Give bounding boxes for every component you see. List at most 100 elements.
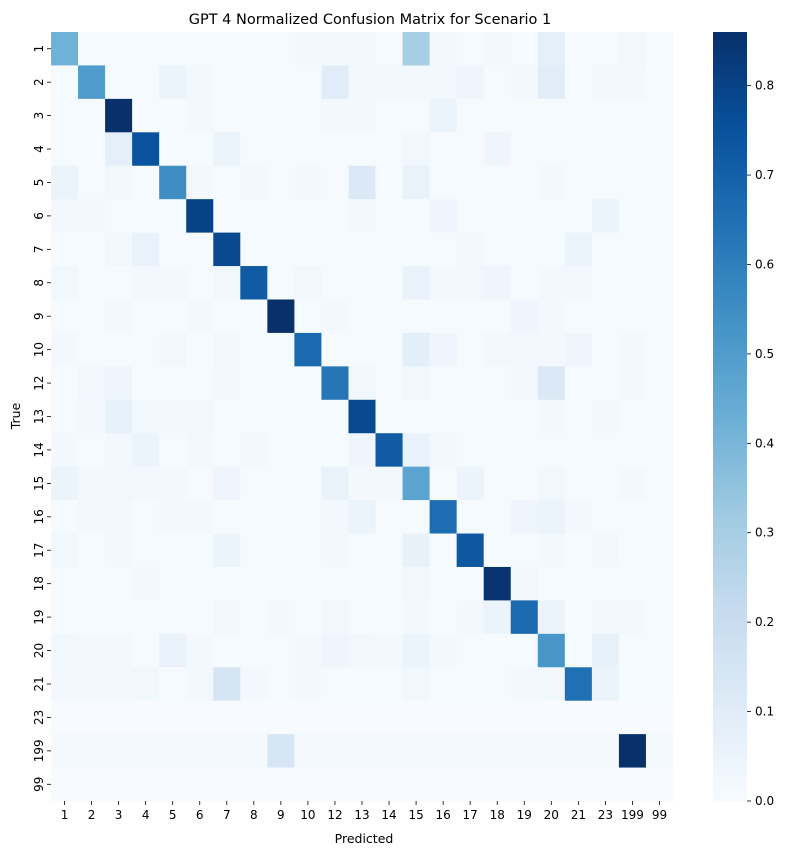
heatmap-cell <box>267 566 295 601</box>
heatmap-cell <box>402 98 431 133</box>
heatmap-cell <box>429 734 458 769</box>
heatmap-cell <box>375 566 404 601</box>
heatmap-cell <box>591 566 620 601</box>
heatmap-cell <box>78 366 106 401</box>
colorbar-tick-label: 0.4 <box>755 436 774 450</box>
heatmap-cell <box>537 199 566 234</box>
heatmap-cell <box>483 500 512 535</box>
heatmap-cell <box>240 299 268 334</box>
heatmap-cell <box>159 466 187 501</box>
heatmap-cell <box>186 767 214 802</box>
heatmap-cell <box>375 600 404 635</box>
heatmap-cell <box>375 700 404 735</box>
heatmap-cell <box>564 700 593 735</box>
heatmap-cell <box>618 399 647 434</box>
heatmap-cell <box>537 466 566 501</box>
heatmap-cell <box>375 734 404 769</box>
heatmap-cell <box>537 332 566 367</box>
heatmap-cell <box>456 566 485 601</box>
heatmap-cell <box>348 32 377 66</box>
heatmap-cell <box>456 734 485 769</box>
heatmap-cell <box>159 299 187 334</box>
heatmap-cell <box>456 165 485 200</box>
heatmap-cell <box>78 667 106 702</box>
heatmap-cell <box>537 667 566 702</box>
heatmap-cell <box>51 332 79 367</box>
heatmap-cell <box>321 466 349 501</box>
heatmap-cell <box>321 500 349 535</box>
heatmap-cell <box>294 299 322 334</box>
heatmap-cell <box>159 32 187 66</box>
heatmap-cell <box>456 533 485 568</box>
heatmap-cell <box>537 232 566 267</box>
heatmap-cell <box>267 32 295 66</box>
heatmap-cell <box>105 600 133 635</box>
heatmap-cell <box>51 466 79 501</box>
heatmap-cell <box>240 700 268 735</box>
colorbar-tick-label: 0.5 <box>755 347 774 361</box>
heatmap-cell <box>240 65 268 100</box>
heatmap-cell <box>483 399 512 434</box>
heatmap-cell <box>267 232 295 267</box>
heatmap-cell <box>240 767 268 802</box>
heatmap-cell <box>564 667 593 702</box>
heatmap-cell <box>132 633 160 668</box>
heatmap-cell <box>618 299 647 334</box>
y-tick-label: 15 <box>32 476 46 491</box>
heatmap-cell <box>645 433 674 468</box>
colorbar-tick-label: 0.0 <box>755 794 774 808</box>
heatmap-cell <box>105 165 133 200</box>
heatmap-cell <box>267 165 295 200</box>
heatmap-cell <box>618 633 647 668</box>
heatmap-cell <box>402 65 431 100</box>
heatmap-cell <box>564 199 593 234</box>
heatmap-cell <box>186 299 214 334</box>
y-tick-label: 14 <box>32 442 46 457</box>
heatmap-cell <box>267 332 295 367</box>
heatmap-cell <box>186 132 214 167</box>
heatmap-cell <box>537 767 566 802</box>
heatmap-cell <box>510 433 539 468</box>
heatmap-cell <box>402 433 431 468</box>
heatmap-cell <box>564 399 593 434</box>
heatmap-cell <box>240 533 268 568</box>
heatmap-cell <box>564 232 593 267</box>
heatmap-cell <box>456 667 485 702</box>
heatmap-cell <box>402 199 431 234</box>
x-tick-label: 20 <box>544 808 559 822</box>
x-tick-label: 14 <box>381 808 396 822</box>
heatmap-cell <box>618 533 647 568</box>
heatmap-cell <box>429 266 458 300</box>
heatmap-cell <box>294 32 322 66</box>
heatmap-cell <box>429 700 458 735</box>
heatmap-cell <box>591 332 620 367</box>
heatmap-cell <box>132 299 160 334</box>
heatmap-cell <box>483 700 512 735</box>
heatmap-cell <box>51 165 79 200</box>
heatmap-cell <box>78 32 106 66</box>
heatmap-cell <box>456 266 485 300</box>
heatmap-cell <box>78 734 106 769</box>
heatmap-cell <box>510 466 539 501</box>
colorbar-tick-label: 0.8 <box>755 79 774 93</box>
heatmap-cell <box>78 266 106 300</box>
heatmap-cell <box>483 366 512 401</box>
heatmap-cell <box>348 633 377 668</box>
x-tick-label: 23 <box>598 808 613 822</box>
x-tick-label: 4 <box>142 808 150 822</box>
heatmap-cell <box>267 767 295 802</box>
heatmap-cell <box>483 165 512 200</box>
heatmap-cell <box>510 299 539 334</box>
heatmap-cell <box>51 533 79 568</box>
heatmap-cell <box>294 466 322 501</box>
heatmap-cell <box>321 667 349 702</box>
heatmap-cell <box>267 98 295 133</box>
heatmap-cell <box>186 566 214 601</box>
heatmap-cell <box>429 98 458 133</box>
x-tick-label: 16 <box>435 808 450 822</box>
heatmap-cell <box>591 98 620 133</box>
x-axis-label: Predicted <box>335 831 394 846</box>
heatmap-cell <box>105 734 133 769</box>
heatmap-cell <box>321 566 349 601</box>
